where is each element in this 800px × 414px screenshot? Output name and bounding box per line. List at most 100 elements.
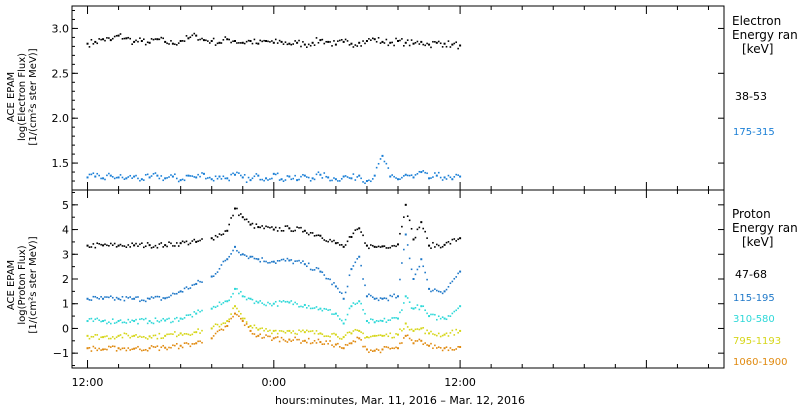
proton-point <box>162 317 165 320</box>
proton-point <box>342 322 345 325</box>
proton-point <box>292 262 295 265</box>
electron-point <box>337 180 339 182</box>
electron-point <box>127 36 130 39</box>
electron-point <box>193 32 196 35</box>
proton-point <box>408 301 411 303</box>
proton-point <box>102 348 105 351</box>
proton-point <box>340 319 343 322</box>
proton-point <box>228 255 230 258</box>
proton-point <box>313 269 316 271</box>
proton-point <box>137 345 139 348</box>
electron-point <box>224 177 227 180</box>
proton-point <box>243 254 246 256</box>
proton-point <box>150 345 153 347</box>
electron-point <box>257 174 260 177</box>
proton-point <box>123 299 126 302</box>
electron-point <box>395 177 397 179</box>
proton-point <box>300 305 302 308</box>
electron-point <box>352 46 355 48</box>
proton-point <box>137 296 139 298</box>
proton-point <box>102 244 105 247</box>
proton-point <box>317 308 320 311</box>
proton-point <box>445 346 448 348</box>
proton-point <box>401 225 403 228</box>
electron-point <box>307 43 310 46</box>
proton-point <box>90 350 93 352</box>
proton-point <box>100 320 102 323</box>
proton-point <box>352 340 355 342</box>
proton-point <box>445 288 448 291</box>
electron-panel-frame <box>71 5 725 191</box>
proton-point <box>127 347 130 349</box>
electron-point <box>259 178 262 181</box>
electron-point <box>441 46 444 48</box>
electron-point <box>267 40 269 43</box>
electron-point <box>342 175 345 178</box>
proton-point <box>334 312 337 315</box>
proton-point <box>327 335 329 337</box>
proton-point <box>98 338 100 341</box>
electron-point <box>236 171 238 174</box>
proton-point <box>430 290 432 293</box>
proton-point <box>263 303 265 306</box>
electron-point <box>319 39 322 42</box>
proton-point <box>292 339 295 341</box>
proton-point <box>370 349 372 351</box>
proton-point <box>199 280 201 283</box>
proton-point <box>249 223 252 226</box>
proton-point <box>434 288 436 290</box>
electron-point <box>191 34 194 37</box>
proton-point <box>323 343 326 345</box>
proton-point <box>156 345 159 347</box>
proton-point <box>247 221 250 223</box>
proton-point <box>181 240 184 243</box>
proton-point <box>364 242 366 244</box>
electron-point <box>412 42 415 45</box>
proton-point <box>210 237 213 240</box>
proton-ytick-label: 1 <box>62 298 69 311</box>
proton-point <box>319 307 322 310</box>
proton-point <box>148 347 151 350</box>
proton-point <box>327 309 329 311</box>
proton-point <box>338 244 341 246</box>
electron-point <box>274 173 277 176</box>
electron-legend-line3: [keV] <box>742 42 773 56</box>
proton-point <box>228 320 230 323</box>
proton-point <box>218 325 221 328</box>
proton-point <box>406 297 409 299</box>
proton-point <box>393 336 395 339</box>
proton-point <box>447 349 450 352</box>
proton-point <box>265 225 267 228</box>
proton-point <box>86 334 89 337</box>
proton-point <box>129 296 132 298</box>
proton-point <box>393 317 395 319</box>
electron-point <box>331 179 333 182</box>
proton-point <box>199 239 201 242</box>
proton-point <box>331 333 333 335</box>
electron-series-0-name: 38-53 <box>735 90 767 103</box>
proton-point <box>232 315 234 318</box>
proton-point <box>117 244 120 247</box>
electron-point <box>168 43 170 45</box>
electron-point <box>249 179 252 182</box>
proton-point <box>397 347 399 350</box>
proton-point <box>443 317 446 320</box>
proton-point <box>286 300 289 303</box>
proton-point <box>298 259 300 262</box>
electron-point <box>154 38 157 40</box>
proton-point <box>104 319 106 322</box>
electron-point <box>344 175 347 177</box>
electron-point <box>267 179 269 181</box>
proton-point <box>125 349 128 352</box>
proton-point <box>189 287 192 289</box>
electron-series-1-name: 175-315 <box>733 127 775 138</box>
electron-point <box>253 38 256 41</box>
electron-point <box>263 179 265 182</box>
electron-point <box>385 162 388 165</box>
proton-point <box>249 329 252 332</box>
electron-point <box>325 40 328 43</box>
proton-point <box>185 342 188 344</box>
proton-point <box>284 340 287 342</box>
electron-point <box>311 177 314 180</box>
electron-point <box>373 38 376 41</box>
